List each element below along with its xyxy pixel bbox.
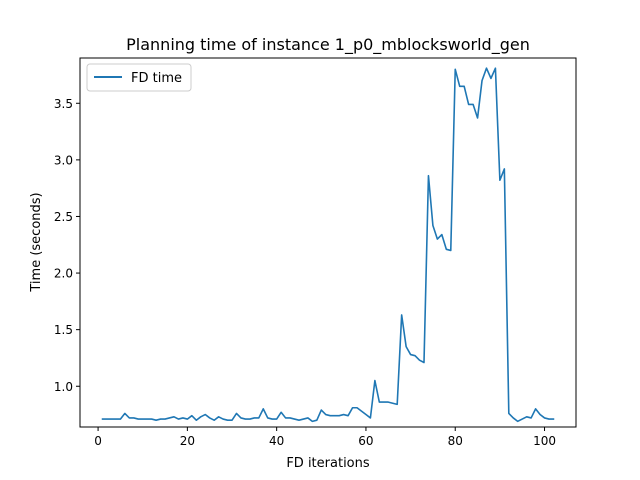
x-tick-label: 100 [533, 434, 556, 448]
y-tick-label: 2.5 [54, 210, 73, 224]
plot-area: 0 20 40 60 80 100 1.0 1.5 2.0 2.5 3.0 3.5 [54, 57, 577, 448]
legend: FD time [86, 63, 192, 92]
chart-title: Planning time of instance 1_p0_mblockswo… [126, 35, 530, 55]
series-line-fd-time [101, 67, 555, 423]
y-tick-label: 3.5 [54, 97, 73, 111]
legend-frame [86, 63, 192, 92]
x-tick-label: 80 [448, 434, 463, 448]
y-tick-label: 2.0 [54, 267, 73, 281]
legend-label-fd-time: FD time [131, 71, 182, 86]
x-tick-label: 40 [269, 434, 284, 448]
y-tick-label: 1.0 [54, 380, 73, 394]
y-tick-label: 1.5 [54, 323, 73, 337]
x-tick-label: 0 [94, 434, 102, 448]
y-tick-label: 3.0 [54, 153, 73, 167]
x-axis-label: FD iterations [286, 456, 370, 471]
y-axis-label: Time (seconds) [29, 192, 44, 292]
x-tick-label: 60 [358, 434, 373, 448]
x-tick-label: 20 [180, 434, 195, 448]
axes-frame [79, 57, 577, 428]
